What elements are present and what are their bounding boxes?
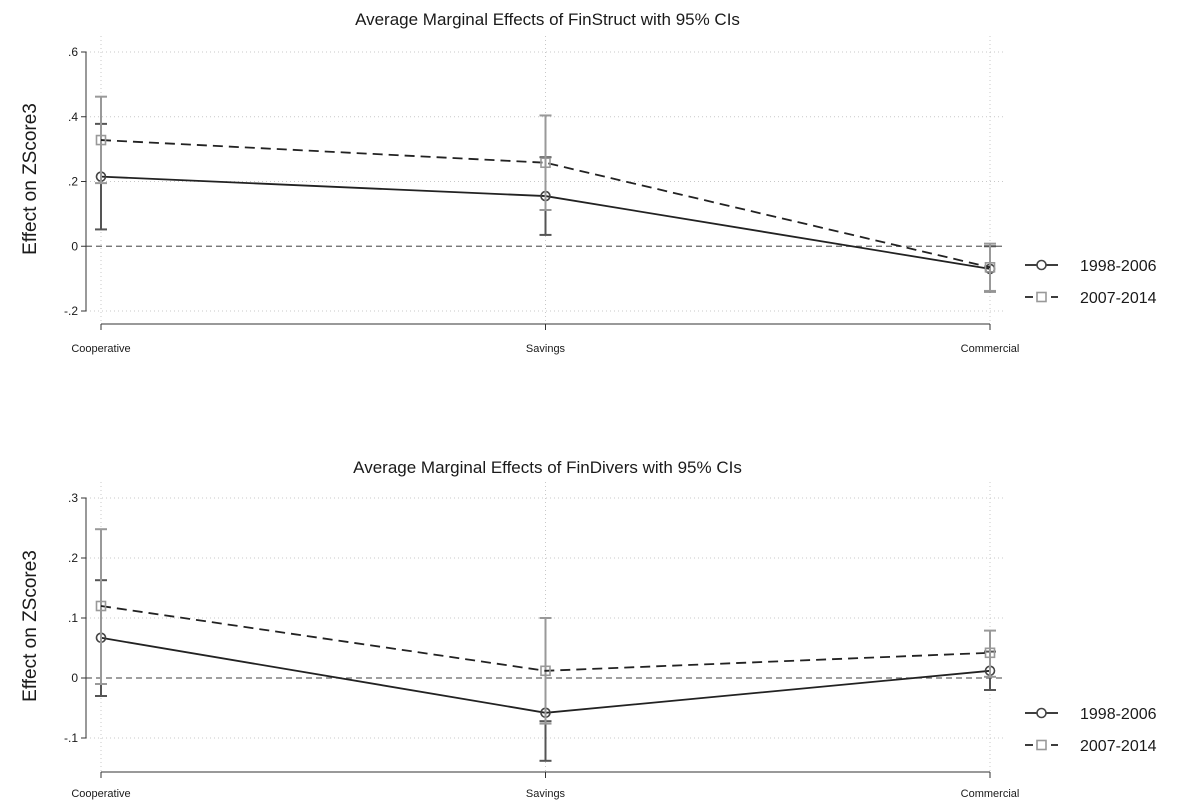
x-tick-label: Savings xyxy=(526,788,566,800)
chart-panel-2: Average Marginal Effects of FinDivers wi… xyxy=(20,458,1157,800)
chart-title: Average Marginal Effects of FinDivers wi… xyxy=(353,458,742,477)
series-line xyxy=(100,139,991,269)
y-tick-label: .3 xyxy=(68,491,78,505)
legend: 1998-2006 2007-2014 xyxy=(1025,706,1157,755)
y-tick-label: 0 xyxy=(71,671,78,685)
x-tick-label: Savings xyxy=(526,343,566,355)
chart-panel-1: Average Marginal Effects of FinStruct wi… xyxy=(20,10,1157,355)
data-point xyxy=(540,157,551,169)
y-tick-label: .2 xyxy=(68,551,78,565)
data-point xyxy=(540,665,551,677)
legend-label: 1998-2006 xyxy=(1080,258,1157,275)
series-2 xyxy=(95,95,996,292)
legend-marker xyxy=(1036,291,1047,303)
y-tick-label: -.2 xyxy=(64,304,78,318)
series-2 xyxy=(95,528,996,725)
legend-label: 2007-2014 xyxy=(1080,738,1157,755)
x-tick-label: Cooperative xyxy=(71,343,130,355)
legend-label: 2007-2014 xyxy=(1080,290,1157,307)
y-axis-label: Effect on ZScore3 xyxy=(20,550,41,702)
legend-label: 1998-2006 xyxy=(1080,706,1157,723)
y-tick-label: .6 xyxy=(68,45,78,59)
data-point xyxy=(984,261,996,273)
y-axis-label: Effect on ZScore3 xyxy=(20,103,41,255)
x-tick-label: Cooperative xyxy=(71,788,130,800)
x-tick-label: Commercial xyxy=(961,788,1020,800)
y-tick-label: .1 xyxy=(68,611,78,625)
x-tick-label: Commercial xyxy=(961,343,1020,355)
y-tick-label: 0 xyxy=(71,239,78,253)
data-point xyxy=(95,600,107,612)
data-point xyxy=(984,647,996,659)
legend-marker xyxy=(1036,259,1047,271)
series-line xyxy=(100,605,991,672)
legend: 1998-2006 2007-2014 xyxy=(1025,258,1157,307)
y-tick-label: .4 xyxy=(68,110,78,124)
y-tick-label: .2 xyxy=(68,175,78,189)
data-point xyxy=(95,134,107,146)
legend-marker xyxy=(1036,707,1047,719)
legend-marker xyxy=(1036,739,1047,751)
y-tick-label: -.1 xyxy=(64,731,78,745)
chart-title: Average Marginal Effects of FinStruct wi… xyxy=(355,10,740,29)
